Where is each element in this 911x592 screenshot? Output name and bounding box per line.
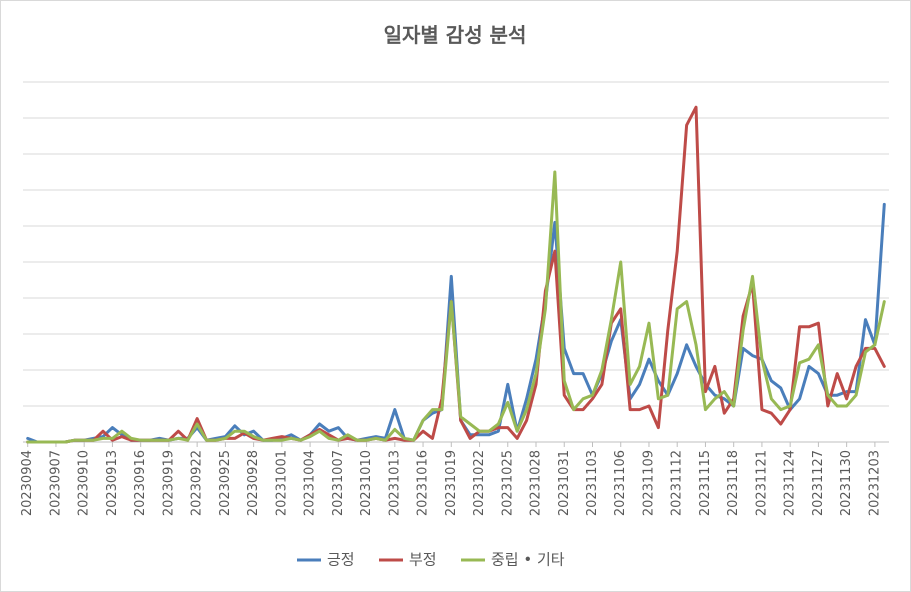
x-tick-label: 20231112 (670, 450, 685, 516)
x-tick-label: 20231022 (472, 450, 487, 516)
x-tick-label: 20231106 (613, 450, 628, 516)
x-tick-label: 20231010 (359, 450, 374, 516)
x-tick-label: 20231115 (698, 450, 713, 516)
x-tick-label: 20230907 (48, 450, 63, 516)
x-tick-label: 20231109 (641, 450, 656, 516)
legend-label: 부정 (409, 551, 437, 569)
x-tick-label: 20231016 (416, 450, 431, 516)
x-tick-label: 20231103 (585, 450, 600, 516)
x-tick-label: 20230922 (190, 450, 205, 516)
x-tick-label: 20231001 (274, 450, 289, 516)
x-tick-label: 20231007 (331, 450, 346, 516)
x-tick-label: 20230919 (161, 450, 176, 516)
x-tick-label: 20231121 (754, 450, 769, 516)
x-tick-label: 20230913 (105, 450, 120, 516)
x-tick-label: 20231118 (726, 450, 741, 516)
x-tick-label: 20231124 (783, 450, 798, 516)
x-tick-label: 20231013 (387, 450, 402, 516)
chart-title: 일자별 감성 분석 (384, 23, 527, 47)
x-tick-label: 20231031 (557, 450, 572, 516)
x-tick-label: 20231004 (303, 450, 318, 516)
series-line (26, 170, 886, 444)
legend-label: 긍정 (327, 551, 355, 569)
legend-label: 중립 • 기타 (491, 551, 565, 569)
x-tick-label: 20230928 (246, 450, 261, 516)
x-tick-label: 20231203 (867, 450, 882, 516)
x-tick-label: 20230910 (77, 450, 92, 516)
x-tick-label: 20231028 (529, 450, 544, 516)
x-tick-label: 20231130 (839, 450, 854, 516)
x-tick-label: 20231019 (444, 450, 459, 516)
x-tick-label: 20231127 (811, 450, 826, 516)
x-tick-label: 20231025 (500, 450, 515, 516)
x-tick-label: 20230904 (20, 450, 35, 516)
x-tick-label: 20230916 (133, 450, 148, 516)
x-tick-label: 20230925 (218, 450, 233, 516)
